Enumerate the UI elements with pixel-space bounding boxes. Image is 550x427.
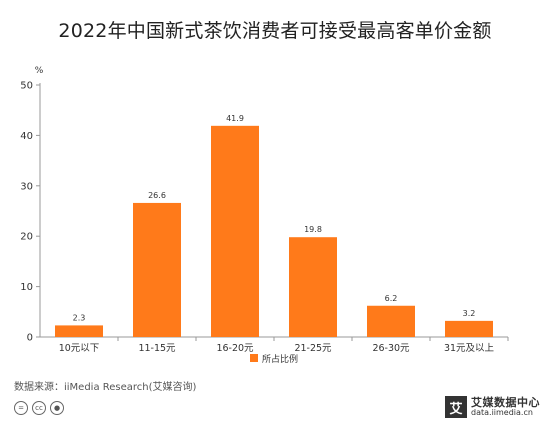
- bar: [367, 305, 415, 337]
- x-tick-label: 26-30元: [372, 343, 410, 354]
- y-tick-label: 0: [27, 333, 33, 344]
- bar: [211, 125, 259, 337]
- data-label: 19.8: [304, 225, 322, 234]
- source-note: 数据来源：iiMedia Research(艾媒咨询): [14, 382, 197, 393]
- data-label: 26.6: [148, 191, 166, 200]
- data-label: 41.9: [226, 114, 244, 123]
- y-tick-label: 20: [20, 232, 33, 243]
- chart-title: 2022年中国新式茶饮消费者可接受最高客单价金额: [58, 20, 492, 42]
- brand-mark: 艾: [445, 396, 467, 418]
- x-tick-label: 11-15元: [138, 343, 176, 354]
- legend-label: 所占比例: [262, 353, 298, 365]
- cc-icon: cc: [32, 401, 46, 415]
- bar: [55, 325, 103, 337]
- bar: [445, 320, 493, 337]
- bar: [289, 237, 337, 337]
- data-label: 2.3: [73, 313, 86, 322]
- x-tick-label: 16-20元: [216, 343, 254, 354]
- y-unit-label: %: [35, 66, 44, 76]
- brand-url: data.iimedia.cn: [471, 407, 533, 417]
- bar: [133, 202, 181, 337]
- x-tick-label: 10元以下: [59, 343, 100, 354]
- y-tick-label: 30: [20, 181, 33, 192]
- equals-icon: =: [14, 401, 28, 415]
- data-label: 3.2: [463, 309, 476, 318]
- brand-logo: 艾 艾媒数据中心 data.iimedia.cn: [445, 396, 540, 418]
- legend-swatch: [250, 354, 258, 362]
- y-tick-label: 10: [20, 282, 33, 293]
- y-tick-label: 50: [20, 81, 33, 92]
- person-icon: ●: [50, 401, 64, 415]
- y-tick-label: 40: [20, 131, 33, 142]
- brand-name: 艾媒数据中心: [471, 396, 540, 410]
- license-icons: = cc ●: [14, 401, 64, 415]
- data-label: 6.2: [385, 294, 398, 303]
- x-tick-label: 31元及以上: [444, 343, 495, 354]
- x-tick-label: 21-25元: [294, 343, 332, 354]
